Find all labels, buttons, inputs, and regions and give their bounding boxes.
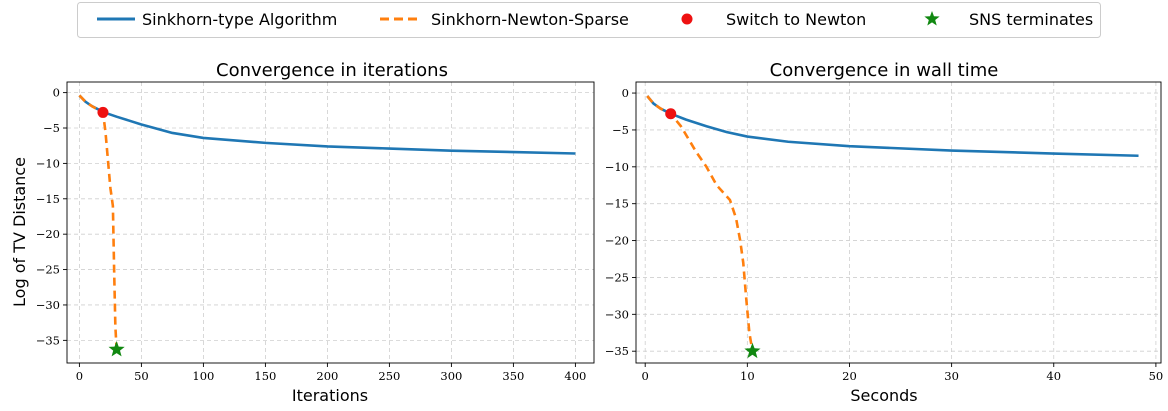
x-tick-label: 0 [76,369,83,383]
y-tick-label: 0 [622,86,629,100]
y-tick-label: −25 [36,263,60,277]
x-tick-label: 250 [378,369,400,383]
legend-label-sinkhorn: Sinkhorn-type Algorithm [142,10,337,29]
legend-label-terminate: SNS terminates [969,10,1093,29]
legend-label-switch: Switch to Newton [726,10,866,29]
panel-wall-time: Convergence in wall time Seconds 0 10 20 30… [605,60,1163,405]
y-tick-label: −35 [36,333,60,347]
x-tick-label: 50 [134,369,149,383]
y-tick-label: −10 [36,156,60,170]
y-tick-label: −20 [36,227,60,241]
series-line-sinkhorn-newton-sparse [78,94,118,350]
y-tick-label: 0 [53,86,60,100]
sns-terminates-marker [108,341,125,357]
x-axis-label: Seconds [850,386,917,405]
switch-to-newton-marker [665,108,677,120]
series-line-sinkhorn-type-algorithm [646,95,1139,158]
y-tick-label: −30 [605,307,629,321]
x-tick-label: 20 [842,369,857,383]
panel-title: Convergence in iterations [216,60,448,81]
x-tick-label: 300 [440,369,462,383]
sns-terminates-marker [744,342,761,359]
x-tick-label: 400 [564,369,586,383]
legend-marker-terminate [924,11,940,26]
y-tick-label: −15 [36,192,60,206]
axes-frame [66,81,595,364]
y-tick-label: −5 [612,123,629,137]
panel-iterations: Convergence in iterations Log of TV Dist… [10,60,595,405]
y-axis-label: Log of TV Distance [10,157,29,307]
x-tick-label: 0 [642,369,649,383]
legend-marker-switch [681,13,693,25]
y-tick-label: −25 [605,270,629,284]
x-tick-label: 40 [1046,369,1061,383]
x-tick-label: 200 [316,369,338,383]
switch-to-newton-marker [97,106,109,118]
x-axis-label: Iterations [292,386,368,405]
x-tick-label: 10 [740,369,755,383]
y-tick-label: −15 [605,197,629,211]
y-tick-label: −10 [605,160,629,174]
y-tick-label: −35 [605,344,629,358]
axes-frame [635,81,1162,364]
x-tick-label: 30 [944,369,959,383]
legend-frame [77,2,1101,38]
y-tick-label: −30 [36,298,60,312]
panel-title: Convergence in wall time [770,60,999,81]
x-tick-label: 350 [502,369,524,383]
series-line-sinkhorn-newton-sparse [646,95,754,352]
x-tick-label: 100 [192,369,214,383]
legend-label-sns: Sinkhorn-Newton-Sparse [431,10,629,29]
x-tick-label: 50 [1149,369,1164,383]
y-tick-label: −20 [605,234,629,248]
legend: Sinkhorn-type Algorithm Sinkhorn-Newton-… [77,2,1101,38]
x-tick-label: 150 [254,369,276,383]
y-tick-label: −5 [43,121,60,135]
